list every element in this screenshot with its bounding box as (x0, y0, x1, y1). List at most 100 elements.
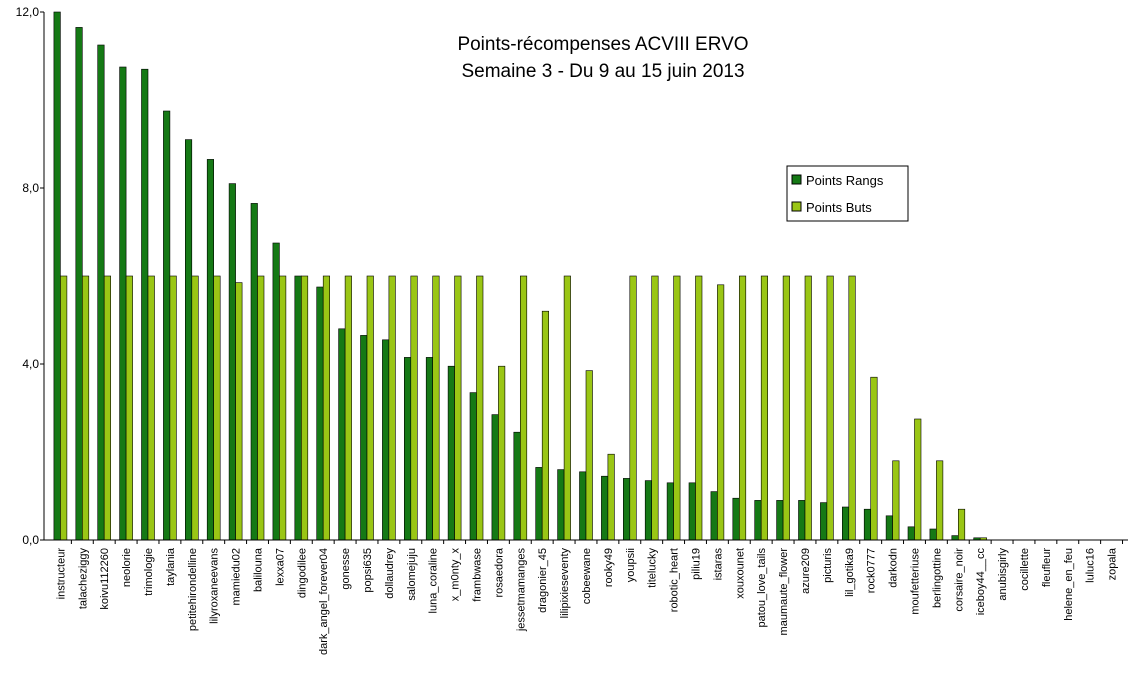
x-category-label: dragonier_45 (537, 548, 549, 613)
x-labels-group: instructeur talacheziggy koivu112260 neolor… (55, 540, 1124, 655)
x-category-label: rosaedora (493, 547, 505, 597)
x-category-label: iceboy44__cc (975, 548, 987, 616)
x-category-label: petitehirondelline (187, 548, 199, 631)
bar-rangs-mamiedu02 (228, 183, 236, 541)
bar-buts-moufetteriuse (914, 418, 922, 541)
bar-rangs-xouxounet (732, 497, 740, 541)
bar-buts-patou_love_tails (760, 275, 769, 541)
bar-buts-xouxounet (738, 275, 747, 541)
x-category-label: dingodilee (296, 548, 308, 598)
legend: Points Rangs Points Buts (786, 165, 909, 222)
bar-rangs-instructeur (53, 11, 61, 541)
bar-buts-trimologie (147, 275, 155, 541)
y-tick-label: 12,0 (16, 5, 40, 19)
bar-buts-robotic_heart (673, 275, 681, 541)
bar-rangs-berlingottine (929, 528, 937, 541)
bar-rangs-x_m0nty_x (447, 365, 455, 541)
bar-buts-rosaedora (498, 365, 506, 541)
x-category-label: frambwase (472, 548, 484, 602)
x-category-label: titelucky (647, 548, 659, 588)
bar-rangs-neolorie (119, 66, 127, 541)
legend-swatch-buts (791, 201, 802, 212)
bar-rangs-darkodn (885, 515, 893, 541)
bar-rangs-lilipixieseventy (557, 469, 565, 541)
x-category-label: dollaudrey (384, 548, 396, 599)
bar-buts-koivu112260 (103, 275, 111, 541)
bar-buts-dragonier_45 (541, 310, 550, 541)
x-category-label: maumaute_flower (778, 548, 790, 636)
x-category-label: mamiedu02 (231, 548, 243, 605)
bar-rangs-corsaire_noir (951, 535, 959, 541)
bar-buts-petitehirondelline (191, 275, 199, 541)
bar-rangs-rock0777 (863, 508, 872, 541)
bar-rangs-dollaudrey (382, 339, 390, 541)
bar-rangs-patou_love_tails (754, 500, 762, 541)
x-category-label: lilyroxaneevans (209, 548, 221, 624)
bar-rangs-taylania (163, 110, 171, 541)
bar-buts-lexxa07 (279, 275, 287, 541)
bar-buts-balilouna (257, 275, 265, 541)
x-category-label: fleufleur (1041, 548, 1053, 587)
bar-buts-lilyroxaneevans (213, 275, 221, 541)
bar-buts-youpsii (629, 275, 637, 541)
bar-buts-mamiedu02 (235, 282, 243, 541)
bar-buts-dollaudrey (388, 275, 396, 541)
x-category-label: lexxa07 (274, 548, 286, 586)
bar-rangs-lilyroxaneevans (206, 159, 214, 541)
bar-buts-neolorie (125, 275, 133, 541)
bar-buts-lilipixieseventy (563, 275, 571, 541)
x-category-label: gonesse (340, 548, 352, 590)
x-category-label: dark_angel_forever04 (318, 548, 330, 655)
bar-buts-cobeewane (585, 370, 593, 541)
bar-rangs-talacheziggy (75, 27, 83, 541)
x-category-label: trimologie (143, 548, 155, 596)
bar-buts-picturis (826, 275, 834, 541)
x-category-label: instructeur (55, 548, 67, 600)
x-category-label: istaras (712, 548, 724, 581)
bar-buts-taylania (169, 275, 177, 541)
y-ticks-group: 0,0 4,0 8,0 12,0 (16, 5, 44, 547)
bar-buts-luna_coraline (432, 275, 440, 541)
bar-rangs-frambwase (469, 392, 477, 541)
bar-rangs-rooky49 (601, 475, 609, 541)
bar-rangs-dingodilee (294, 275, 302, 541)
bar-buts-darkodn (892, 460, 900, 541)
bar-rangs-titelucky (644, 480, 653, 541)
x-category-label: balilouna (253, 547, 265, 592)
x-category-label: moufetteriuse (910, 548, 922, 615)
bar-buts-dark_angel_forever04 (322, 275, 331, 541)
bar-rangs-luna_coraline (425, 357, 434, 541)
bar-buts-gonesse (344, 275, 352, 541)
x-category-label: koivu112260 (99, 548, 111, 610)
x-category-label: xouxounet (734, 548, 746, 599)
bar-rangs-popsi635 (360, 335, 368, 541)
x-category-label: talacheziggy (77, 548, 89, 610)
bar-buts-berlingottine (936, 460, 944, 541)
bar-buts-lil_gotika9 (848, 275, 856, 541)
x-category-label: neolorie (121, 548, 133, 587)
bar-rangs-lil_gotika9 (841, 506, 850, 541)
bar-rangs-maumaute_flower (776, 500, 784, 541)
bars-group (53, 11, 988, 541)
bar-rangs-jessetmamanges (513, 431, 521, 541)
bar-rangs-youpsii (622, 478, 631, 541)
x-category-label: corsaire_noir (953, 548, 965, 612)
bar-rangs-dark_angel_forever04 (316, 286, 324, 541)
x-category-label: youpsii (625, 548, 637, 582)
bar-buts-x_m0nty_x (454, 275, 462, 541)
x-category-label: jessetmamanges (515, 548, 527, 633)
bar-buts-rock0777 (870, 376, 878, 541)
bar-buts-jessetmamanges (519, 275, 528, 541)
x-category-label: cocillette (1019, 548, 1031, 591)
bar-buts-piliu19 (695, 275, 703, 541)
x-category-label: darkodn (888, 548, 900, 588)
bar-buts-salomejuju (410, 275, 418, 541)
y-tick-label: 8,0 (22, 181, 39, 195)
x-category-label: x_m0nty_x (450, 548, 462, 602)
legend-box (786, 165, 909, 222)
bar-rangs-salomejuju (403, 357, 412, 541)
x-category-label: rock0777 (866, 548, 878, 593)
x-category-label: patou_love_tails (756, 548, 768, 628)
